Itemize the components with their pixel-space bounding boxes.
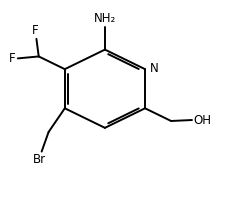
Text: F: F [9,52,16,65]
Text: N: N [150,62,159,75]
Text: F: F [32,24,39,37]
Text: OH: OH [193,113,211,126]
Text: Br: Br [33,153,46,166]
Text: NH₂: NH₂ [94,12,116,25]
